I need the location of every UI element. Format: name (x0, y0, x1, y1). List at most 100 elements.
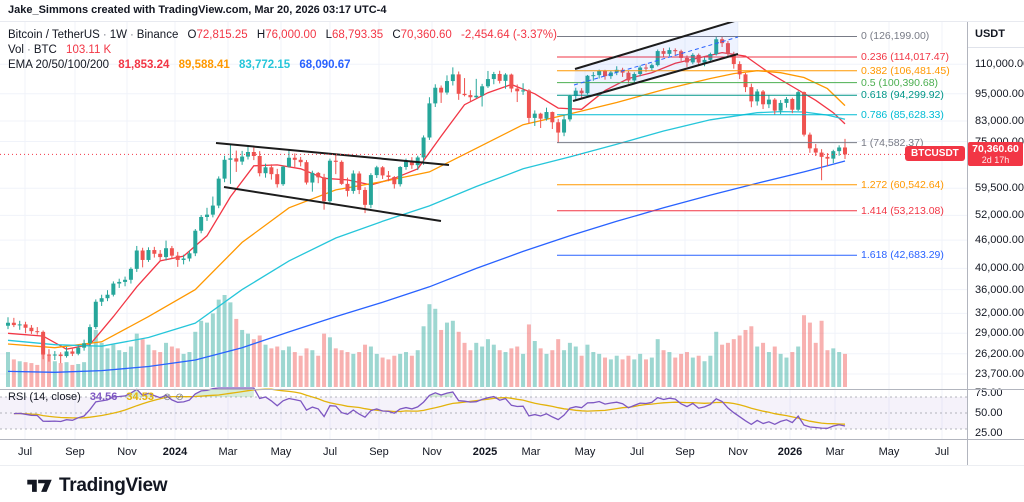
price-axis-label: 46,000.00 (975, 234, 1024, 247)
time-axis-label: May (878, 446, 900, 458)
ema-line-20 (7, 51, 846, 350)
ohlc-close-label: C (392, 29, 401, 41)
price-axis[interactable]: USDT 110,000.0095,000.0083,000.0075,000.… (968, 22, 1024, 439)
ema50-value: 89,588.41 (178, 59, 230, 71)
pane-divider[interactable] (0, 389, 1024, 390)
time-axis-label: May (574, 446, 596, 458)
rsi-ma-line (13, 388, 846, 425)
ohlc-close-value: 70,360.60 (400, 29, 452, 41)
ema-legend-row[interactable]: EMA 20/50/100/200 81,853.24 89,588.41 83… (8, 58, 557, 73)
price-axis-currency: USDT (975, 28, 1005, 40)
rsi-line (13, 387, 846, 429)
separator-dot: · (102, 29, 107, 41)
price-axis-separator (968, 47, 1024, 48)
last-price-badge-price: 70,360.60 (972, 143, 1019, 156)
time-axis-label: Mar (825, 446, 845, 458)
attribution-text: Jake_Simmons created with TradingView.co… (8, 4, 387, 16)
fib-level-label: 1 (74,582.37) (861, 136, 924, 149)
fib-level-label: 1.414 (53,213.08) (861, 204, 944, 217)
rsi-layer (0, 387, 967, 430)
time-axis-label: Nov (728, 446, 748, 458)
volume-unit: BTC (33, 44, 57, 56)
ema-layer (7, 51, 846, 373)
separator-dot: · (27, 44, 31, 56)
rsi-label: RSI (14, close) (8, 391, 81, 403)
ema-line-50 (7, 70, 846, 349)
last-price-badge: 70,360.60 2d 17h (968, 142, 1023, 167)
price-axis-label: 26,200.00 (975, 347, 1024, 360)
price-axis-label: 83,000.00 (975, 115, 1024, 128)
ohlc-open-label: O (187, 29, 197, 41)
time-axis-label: Nov (117, 446, 137, 458)
ascending-channel-drawing[interactable] (572, 22, 739, 102)
ema200-value: 68,090.67 (299, 59, 351, 71)
change-value: -2,454.64 (-3.37%) (461, 29, 557, 41)
symbol-legend[interactable]: Bitcoin / TetherUS · 1W · Binance O72,815.25… (8, 28, 557, 73)
price-axis-label: 95,000.00 (975, 87, 1024, 100)
time-axis-label: Mar (521, 446, 541, 458)
candles-layer[interactable] (6, 36, 847, 364)
separator-dot: · (129, 29, 134, 41)
time-axis-label: Jul (629, 446, 645, 458)
time-axis-label: Mar (218, 446, 238, 458)
symbol-interval[interactable]: 1W (109, 29, 127, 41)
tradingview-brand-link[interactable]: TradingView (27, 475, 168, 497)
symbol-legend-row[interactable]: Bitcoin / TetherUS · 1W · Binance O72,815.25… (8, 28, 557, 43)
time-axis-label: Sep (675, 446, 695, 458)
price-axis-label: 52,000.00 (975, 209, 1024, 222)
symbol-exchange: Binance (136, 29, 179, 41)
time-axis-label: 2024 (162, 446, 188, 458)
chart-frame: Bitcoin / TetherUS · 1W · Binance O72,815.25… (0, 21, 1024, 466)
ohlc-high-value: 76,000.00 (265, 29, 317, 41)
price-axis-label: 23,700.00 (975, 367, 1024, 380)
time-axis-label: Jul (934, 446, 950, 458)
time-axis-label: Jul (17, 446, 33, 458)
time-axis-label: 2026 (777, 446, 803, 458)
fib-level-label: 0.236 (114,017.47) (861, 50, 949, 63)
price-axis-border (967, 22, 968, 466)
tradingview-logo-icon (27, 479, 52, 492)
time-axis[interactable]: Jul Sep Nov 2024 Mar May Jul Sep Nov 2025 Mar May Ju… (0, 439, 967, 466)
ema20-value: 81,853.24 (118, 59, 170, 71)
time-axis-label: May (270, 446, 292, 458)
volume-label: Vol (8, 44, 24, 56)
price-axis-label: 59,500.00 (975, 182, 1024, 195)
ohlc-high-label: H (256, 29, 266, 41)
rsi-axis-label: 50.00 (975, 407, 1003, 419)
hide-icon[interactable]: ⊘ (175, 392, 188, 403)
rsi-axis-label: 75.00 (975, 387, 1003, 399)
price-axis-label: 40,000.00 (975, 262, 1024, 275)
fib-level-label: 0.618 (94,299.92) (861, 89, 944, 102)
fib-level-label: 1.272 (60,542.64) (861, 178, 944, 191)
time-axis-label: 2025 (472, 446, 498, 458)
time-axis-label: Sep (65, 446, 85, 458)
price-axis-label: 29,000.00 (975, 327, 1024, 340)
rsi-ma-value: 34.53 (126, 391, 154, 403)
fib-retracement-drawing[interactable] (557, 35, 857, 256)
ohlc-low-label: L (325, 29, 332, 41)
ema100-value: 83,772.15 (238, 59, 291, 71)
last-price-symbol-pill: BTCUSDT (905, 146, 965, 162)
ohlc-open-value: 72,815.25 (196, 29, 248, 41)
ohlc-low-value: 68,793.35 (331, 29, 384, 41)
footer: TradingView (0, 465, 1024, 502)
hide-icon[interactable]: ⊘ (163, 392, 176, 403)
ema-line-100 (7, 110, 846, 347)
last-price-badge-countdown: 2d 17h (981, 155, 1010, 166)
price-axis-label: 36,000.00 (975, 283, 1024, 296)
symbol-title[interactable]: Bitcoin / TetherUS (8, 29, 100, 41)
fib-level-label: 1.618 (42,683.29) (861, 249, 944, 262)
volume-legend-row[interactable]: Vol · BTC 103.11 K (8, 43, 557, 58)
rsi-legend[interactable]: RSI (14, close) 34.56 34.53 ⊘⊘ (8, 390, 188, 405)
rsi-value: 34.56 (89, 391, 118, 403)
fib-level-label: 0.5 (100,390.68) (861, 76, 939, 89)
tradingview-brand-name: TradingView (59, 475, 168, 496)
time-axis-label: Nov (422, 446, 442, 458)
chart-canvas[interactable] (0, 22, 1024, 466)
volume-value: 103.11 K (66, 44, 112, 56)
price-axis-label: 110,000.00 (975, 58, 1024, 71)
price-axis-label: 32,000.00 (975, 307, 1024, 320)
pane-divider[interactable] (0, 439, 1024, 440)
rsi-axis-label: 25.00 (975, 427, 1003, 439)
